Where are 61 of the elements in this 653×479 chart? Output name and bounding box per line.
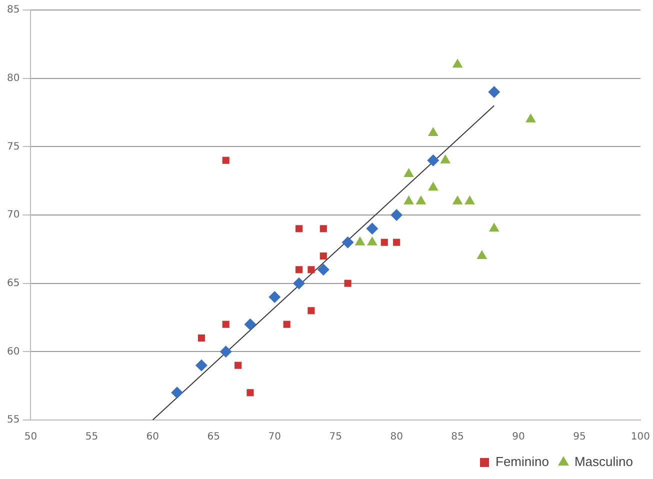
legend-label: Masculino [574, 454, 634, 470]
x-tick-label: 75 [329, 432, 342, 443]
point [308, 266, 315, 274]
x-tick-label: 65 [207, 432, 220, 443]
point [464, 195, 475, 204]
point [416, 195, 426, 204]
point [428, 127, 438, 136]
point [283, 320, 290, 328]
point [488, 222, 500, 232]
point [476, 250, 488, 259]
point [171, 386, 184, 399]
point [320, 252, 327, 260]
point [366, 236, 378, 246]
point [344, 280, 352, 287]
point [452, 195, 463, 204]
x-tick-label: 90 [512, 432, 525, 443]
point [354, 236, 366, 246]
legend-label: Feminino [496, 454, 549, 470]
y-tick-label: 75 [6, 141, 20, 152]
point [246, 389, 254, 396]
point [234, 362, 242, 369]
x-tick-label: 85 [451, 432, 464, 443]
point [380, 238, 388, 246]
point [195, 359, 208, 372]
point [222, 156, 230, 164]
point [293, 277, 306, 290]
y-tick-label: 70 [6, 210, 20, 221]
point [452, 58, 463, 68]
point [488, 86, 500, 98]
x-tick-label: 55 [85, 432, 98, 443]
y-tick-label: 85 [6, 4, 20, 16]
x-tick-label: 70 [268, 432, 281, 443]
point [404, 168, 414, 177]
point [404, 195, 414, 204]
point [308, 307, 315, 314]
point [427, 154, 440, 166]
point [366, 222, 378, 235]
x-tick-label: 60 [146, 432, 160, 443]
y-tick-label: 60 [6, 346, 20, 358]
y-tick-label: 55 [6, 414, 20, 426]
point [268, 291, 281, 303]
point [198, 334, 205, 342]
y-tick-label: 65 [6, 278, 20, 289]
point [320, 225, 327, 232]
point [342, 236, 354, 248]
point [295, 225, 303, 232]
point [222, 320, 230, 328]
point [390, 209, 403, 221]
point [526, 113, 536, 122]
x-tick-label: 80 [390, 432, 403, 443]
x-tick-label: 95 [573, 432, 586, 443]
point [220, 346, 232, 358]
x-tick-label: 50 [24, 432, 38, 443]
x-tick-label: 100 [630, 432, 650, 443]
point [393, 238, 400, 246]
point [428, 182, 438, 191]
point [317, 264, 330, 276]
point [244, 318, 256, 330]
y-tick-label: 80 [6, 72, 20, 84]
point [295, 266, 303, 274]
point [440, 154, 451, 164]
